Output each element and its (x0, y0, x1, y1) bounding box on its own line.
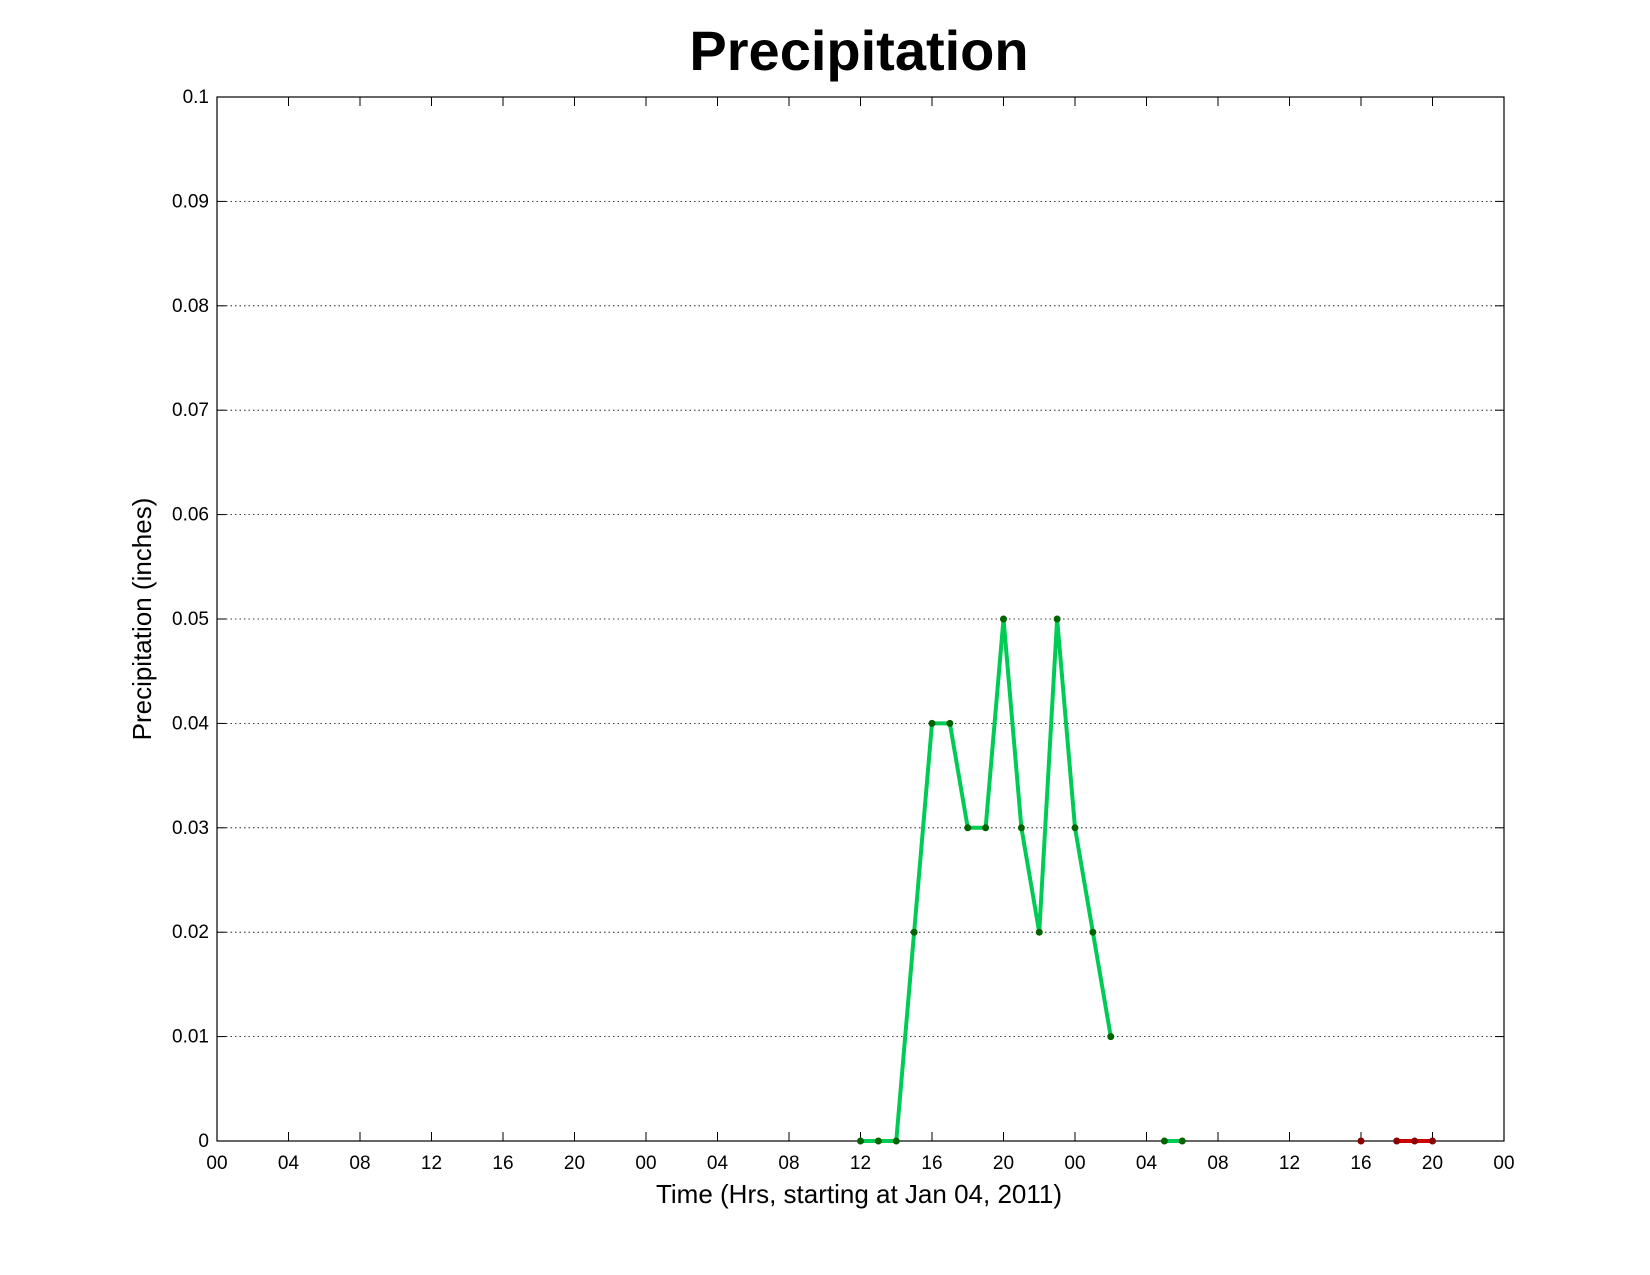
x-tick-label: 08 (1207, 1153, 1228, 1174)
series-point-1 (1160, 1137, 1168, 1145)
x-tick-label: 00 (206, 1153, 227, 1174)
series-point-1 (1107, 1033, 1115, 1041)
x-tick-label: 16 (1350, 1153, 1371, 1174)
series-point-1 (1017, 824, 1025, 832)
y-tick-label: 0.01 (172, 1027, 209, 1048)
x-tick-label: 12 (1279, 1153, 1300, 1174)
series-point-1 (1053, 615, 1061, 623)
x-tick-label: 04 (1136, 1153, 1158, 1174)
series-point-1 (982, 824, 990, 832)
y-tick-label: 0.02 (172, 922, 209, 943)
x-tick-label: 04 (278, 1153, 300, 1174)
axis-ticks: 0 0.01 0.02 0.03 0.04 0.05 0.06 0.07 0.08 0.09 0.1… (172, 87, 1515, 1174)
series-point-1 (1089, 928, 1097, 936)
y-tick-label: 0 (198, 1131, 209, 1152)
y-tick-label: 0.07 (172, 400, 209, 421)
y-tick-label: 0.08 (172, 296, 209, 317)
x-tick-label: 20 (1422, 1153, 1443, 1174)
series-point-1 (874, 1137, 882, 1145)
series-point-1 (1178, 1137, 1186, 1145)
x-tick-label: 16 (492, 1153, 513, 1174)
x-axis-label: Time (Hrs, starting at Jan 04, 2011) (656, 1179, 1062, 1209)
x-tick-label: 00 (1493, 1153, 1514, 1174)
y-tick-label: 0.05 (172, 609, 209, 630)
x-tick-label: 00 (1064, 1153, 1085, 1174)
series-point-1 (964, 824, 972, 832)
series-point-1 (857, 1137, 864, 1145)
chart-title: Precipitation (689, 19, 1028, 82)
x-tick-label: 20 (564, 1153, 585, 1174)
y-tick-label: 0.04 (172, 713, 209, 734)
y-tick-label: 0.03 (172, 818, 209, 839)
y-axis-label: Precipitation (inches) (127, 498, 157, 741)
grid-lines (217, 200, 1504, 1037)
series-line-1 (860, 617, 1113, 1143)
x-tick-label: 16 (921, 1153, 942, 1174)
series-point-1 (1035, 928, 1043, 936)
y-tick-label: 0.1 (183, 87, 209, 108)
x-tick-label: 08 (349, 1153, 370, 1174)
series-point-1 (928, 719, 936, 727)
series-point-1 (1000, 615, 1007, 623)
series-point-2 (1393, 1137, 1401, 1145)
series-point-2 (1357, 1137, 1365, 1145)
x-tick-label: 08 (778, 1153, 799, 1174)
x-tick-label: 12 (850, 1153, 871, 1174)
series-point-1 (1071, 824, 1079, 832)
series-layer (857, 615, 1436, 1145)
y-tick-label: 0.06 (172, 505, 209, 526)
x-tick-label: 04 (707, 1153, 729, 1174)
x-tick-label: 00 (635, 1153, 656, 1174)
series-point-2 (1429, 1137, 1436, 1145)
series-point-1 (892, 1137, 900, 1145)
series-point-2 (1411, 1137, 1419, 1145)
y-tick-label: 0.09 (172, 191, 209, 212)
series-point-1 (946, 719, 954, 727)
series-point-1 (910, 928, 918, 936)
x-tick-label: 12 (421, 1153, 442, 1174)
x-tick-label: 20 (993, 1153, 1014, 1174)
